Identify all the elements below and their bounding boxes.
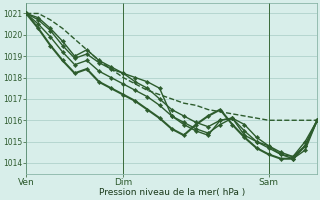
X-axis label: Pression niveau de la mer( hPa ): Pression niveau de la mer( hPa ): [99, 188, 245, 197]
